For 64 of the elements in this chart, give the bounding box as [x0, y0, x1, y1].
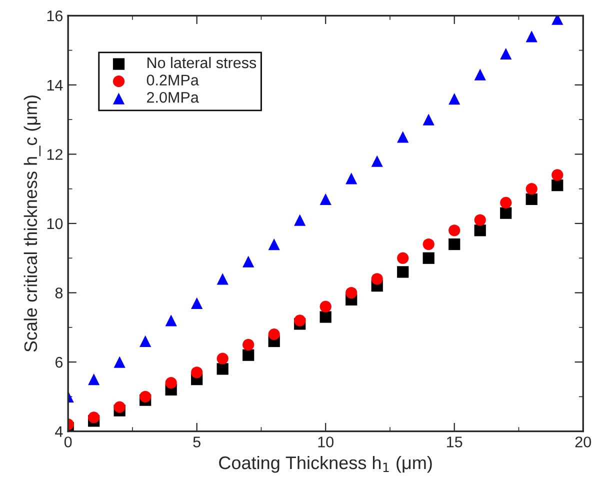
- point: [500, 196, 512, 208]
- point: [422, 238, 434, 250]
- point: [140, 335, 152, 348]
- point: [346, 172, 358, 184]
- point: [422, 114, 434, 126]
- point: [268, 328, 280, 340]
- point: [474, 224, 486, 236]
- point: [165, 314, 177, 326]
- y-tick-label: 8: [55, 288, 63, 298]
- y-axis-title: Scale critical thickness h_c (μm): [24, 95, 41, 352]
- point: [320, 193, 332, 206]
- x-tick-label: 15: [447, 436, 462, 448]
- x-tick-label: 5: [193, 436, 200, 448]
- point: [294, 214, 306, 226]
- point: [397, 131, 409, 143]
- point: [88, 374, 100, 386]
- point: [191, 366, 203, 378]
- legend-label: 0.2MPa: [146, 74, 199, 86]
- legend-label: 2.0MPa: [147, 92, 199, 103]
- point: [526, 30, 538, 42]
- x-tick-label: 20: [575, 436, 592, 448]
- x-axis-title: Coating Thickness h$_{1}$ (μm): [219, 456, 432, 473]
- y-tick-label: 6: [56, 356, 63, 368]
- y-tick-label: 16: [47, 10, 63, 22]
- point: [500, 207, 512, 219]
- point: [268, 238, 280, 250]
- point: [448, 92, 460, 105]
- point: [242, 256, 254, 268]
- point: [526, 193, 538, 206]
- y-tick-label: 14: [47, 80, 63, 90]
- point: [422, 252, 434, 264]
- point: [114, 356, 126, 368]
- point: [500, 48, 512, 60]
- point: [371, 155, 383, 167]
- point: [448, 238, 460, 250]
- y-tick-label: 10: [47, 218, 63, 230]
- point: [191, 297, 203, 309]
- x-tick-label: 10: [318, 436, 334, 448]
- point: [88, 412, 100, 424]
- point: [397, 252, 409, 264]
- x-tick-label: 0: [64, 436, 72, 448]
- point: [397, 266, 409, 278]
- y-tick-label: 4: [55, 426, 63, 437]
- point: [320, 311, 332, 323]
- point: [448, 224, 460, 236]
- legend-label: No lateral stress: [148, 56, 256, 68]
- point: [216, 363, 228, 375]
- point: [346, 286, 358, 299]
- point: [165, 376, 177, 389]
- point: [371, 273, 383, 285]
- point: [216, 352, 228, 364]
- point: [526, 183, 538, 195]
- point: [114, 401, 126, 413]
- y-tick-label: 12: [47, 149, 62, 160]
- point: [242, 349, 254, 361]
- point: [216, 273, 228, 285]
- point: [474, 214, 486, 226]
- point: [242, 338, 254, 351]
- point: [320, 300, 332, 312]
- point: [552, 180, 564, 192]
- point: [474, 68, 486, 80]
- point: [552, 169, 564, 181]
- point: [140, 390, 152, 402]
- point: [294, 314, 306, 326]
